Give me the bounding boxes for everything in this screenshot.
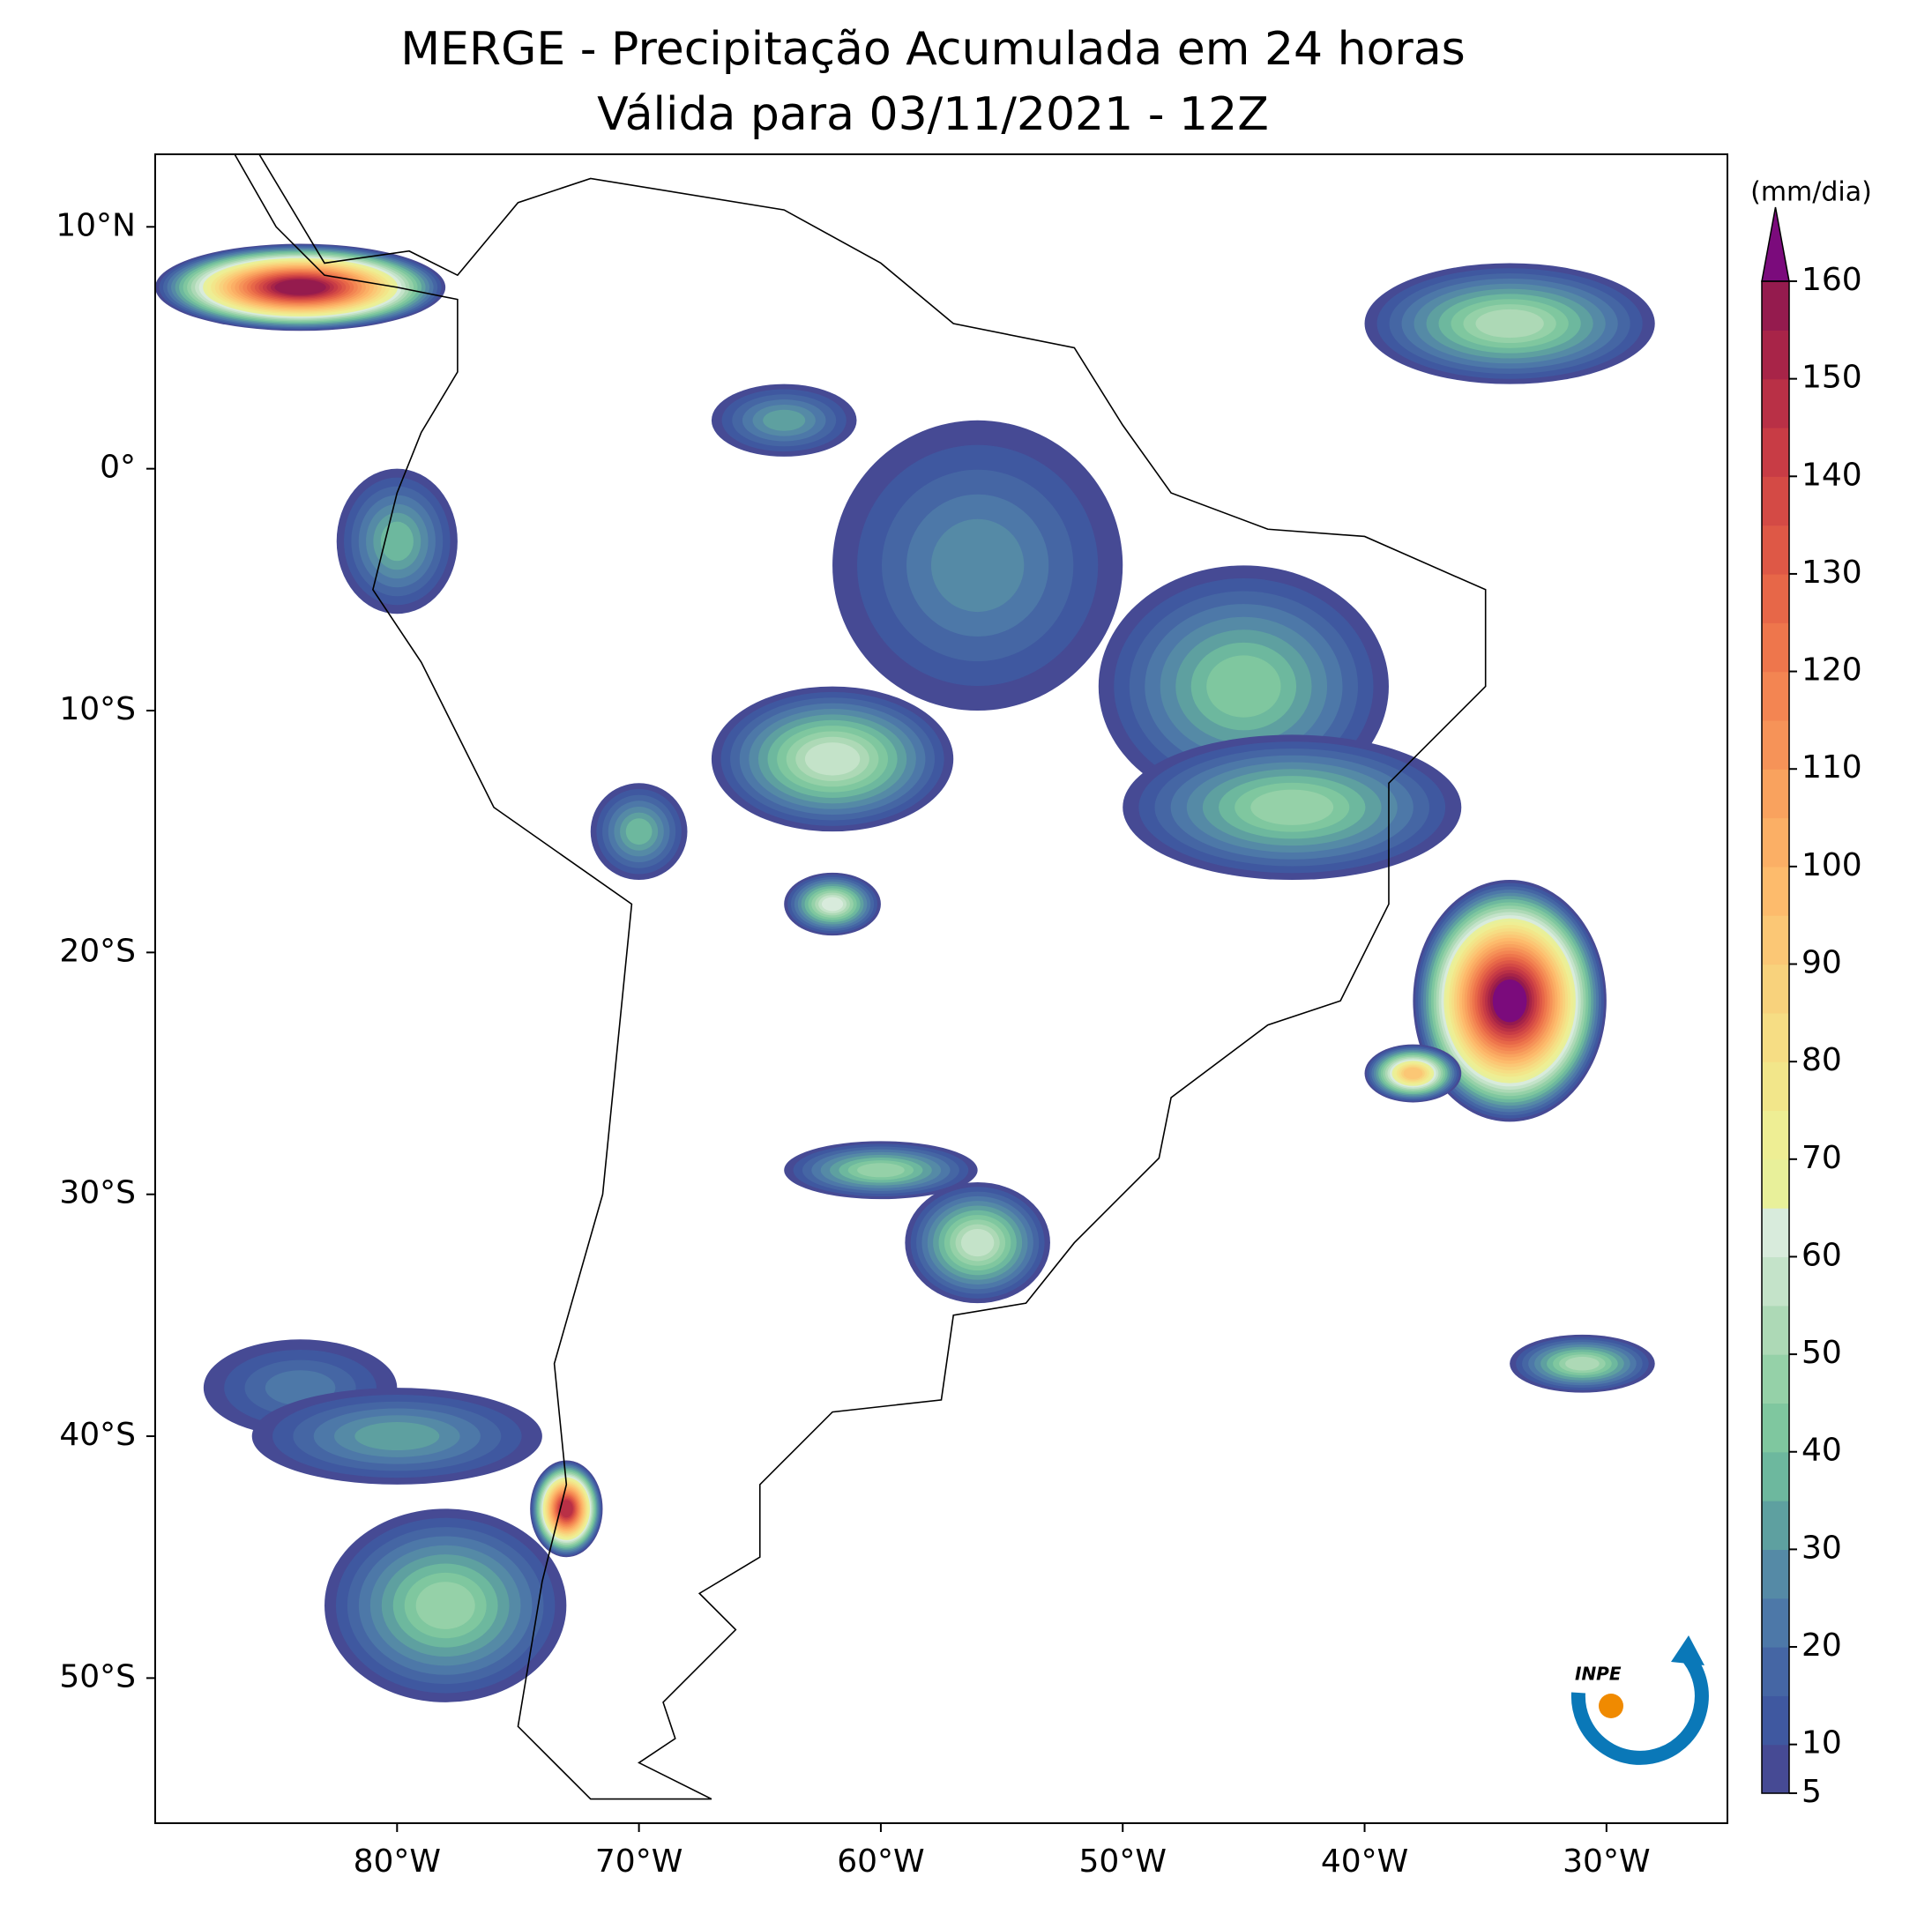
colorbar-tick-label: 80 bbox=[1801, 1042, 1842, 1078]
precip-area bbox=[1206, 655, 1281, 718]
colorbar-band bbox=[1762, 525, 1789, 575]
y-tick-label: 10°S bbox=[59, 691, 136, 727]
colorbar-band bbox=[1762, 573, 1789, 623]
colorbar-band bbox=[1762, 1744, 1789, 1794]
x-tick-label: 30°W bbox=[1563, 1843, 1650, 1880]
colorbar-band bbox=[1762, 671, 1789, 721]
colorbar-band bbox=[1762, 1695, 1789, 1746]
colorbar-band bbox=[1762, 915, 1789, 965]
x-tick-label: 40°W bbox=[1321, 1843, 1408, 1880]
precip-area bbox=[857, 1163, 905, 1178]
colorbar-band bbox=[1762, 1305, 1789, 1355]
colorbar-band bbox=[1762, 1061, 1789, 1112]
colorbar-band bbox=[1762, 1451, 1789, 1501]
colorbar-band bbox=[1762, 330, 1789, 380]
precip-area bbox=[415, 1582, 475, 1629]
colorbar-band bbox=[1762, 964, 1789, 1014]
precip-area bbox=[763, 409, 806, 431]
colorbar-band bbox=[1762, 622, 1789, 673]
colorbar-label: (mm/dia) bbox=[1750, 177, 1872, 208]
colorbar-tick-label: 40 bbox=[1801, 1433, 1842, 1469]
precip-area bbox=[930, 518, 1025, 613]
colorbar-tick-label: 30 bbox=[1801, 1530, 1842, 1566]
map-title: MERGE - Precipitação Acumulada em 24 hor… bbox=[400, 23, 1466, 76]
colorbar-band bbox=[1762, 1501, 1789, 1550]
colorbar-band bbox=[1762, 866, 1789, 916]
precip-area bbox=[380, 521, 414, 562]
colorbar-band bbox=[1762, 769, 1789, 819]
inpe-logo: INPE bbox=[1570, 1635, 1709, 1765]
precip-area bbox=[1565, 1357, 1600, 1371]
colorbar-band bbox=[1762, 427, 1789, 477]
precip-area bbox=[1403, 1068, 1423, 1080]
colorbar-tick-label: 160 bbox=[1801, 262, 1862, 298]
precip-area bbox=[274, 279, 326, 295]
colorbar-tick-label: 150 bbox=[1801, 360, 1862, 396]
colorbar-tick-label: 70 bbox=[1801, 1140, 1842, 1176]
colorbar-tick-label: 60 bbox=[1801, 1237, 1842, 1273]
x-tick-label: 80°W bbox=[354, 1843, 441, 1880]
map-subtitle: Válida para 03/11/2021 - 12Z bbox=[597, 88, 1269, 141]
colorbar-tick-label: 90 bbox=[1801, 945, 1842, 981]
colorbar-tick-label: 120 bbox=[1801, 652, 1862, 689]
colorbar-tick-label: 50 bbox=[1801, 1335, 1842, 1371]
colorbar-tick-label: 110 bbox=[1801, 749, 1862, 786]
colorbar-tick-label: 140 bbox=[1801, 457, 1862, 493]
logo-arrow bbox=[1671, 1635, 1704, 1665]
precip-area bbox=[625, 818, 653, 845]
colorbar-band bbox=[1762, 1158, 1789, 1209]
colorbar-band bbox=[1762, 378, 1789, 428]
x-tick-label: 50°W bbox=[1079, 1843, 1167, 1880]
x-tick-label: 70°W bbox=[595, 1843, 683, 1880]
y-tick-label: 20°S bbox=[59, 933, 136, 969]
precip-area bbox=[559, 1500, 573, 1518]
colorbar-extend bbox=[1761, 206, 1790, 282]
precip-area bbox=[804, 742, 861, 776]
logo-text: INPE bbox=[1575, 1664, 1622, 1685]
map-frame bbox=[154, 153, 1728, 1824]
colorbar-band bbox=[1762, 1549, 1789, 1599]
precip-area bbox=[960, 1228, 995, 1257]
colorbar-band bbox=[1762, 1110, 1789, 1160]
precip-area bbox=[1475, 309, 1544, 339]
coastline bbox=[234, 154, 1487, 1800]
colorbar-band bbox=[1762, 281, 1789, 331]
precip-area bbox=[1492, 979, 1527, 1023]
colorbar-tick-label: 5 bbox=[1801, 1774, 1822, 1810]
y-tick-label: 0° bbox=[100, 450, 136, 486]
colorbar-band bbox=[1762, 1647, 1789, 1696]
colorbar-band bbox=[1762, 1208, 1789, 1258]
y-tick-label: 50°S bbox=[59, 1658, 136, 1694]
colorbar-tick-label: 100 bbox=[1801, 847, 1862, 883]
colorbar-tick-label: 130 bbox=[1801, 555, 1862, 591]
colorbar-tick-label: 10 bbox=[1801, 1725, 1842, 1761]
colorbar-band bbox=[1762, 1012, 1789, 1062]
x-tick-label: 60°W bbox=[837, 1843, 924, 1880]
colorbar-band bbox=[1762, 817, 1789, 868]
y-tick-label: 30°S bbox=[59, 1175, 136, 1211]
precip-area bbox=[1250, 789, 1334, 825]
colorbar-band bbox=[1762, 1256, 1789, 1307]
logo-dot bbox=[1599, 1694, 1623, 1718]
colorbar-band bbox=[1762, 1403, 1789, 1453]
precip-area bbox=[821, 897, 844, 912]
precip-area bbox=[354, 1422, 440, 1451]
colorbar-frame bbox=[1761, 280, 1790, 1794]
colorbar-tick-label: 20 bbox=[1801, 1627, 1842, 1664]
logo-arc bbox=[1570, 1648, 1709, 1765]
y-tick-label: 40°S bbox=[59, 1417, 136, 1453]
map-area bbox=[155, 154, 1655, 1800]
colorbar-band bbox=[1762, 1597, 1789, 1648]
y-tick-label: 10°N bbox=[56, 207, 136, 243]
colorbar-band bbox=[1762, 476, 1789, 526]
colorbar-band bbox=[1762, 1354, 1789, 1404]
colorbar-band bbox=[1762, 719, 1789, 770]
